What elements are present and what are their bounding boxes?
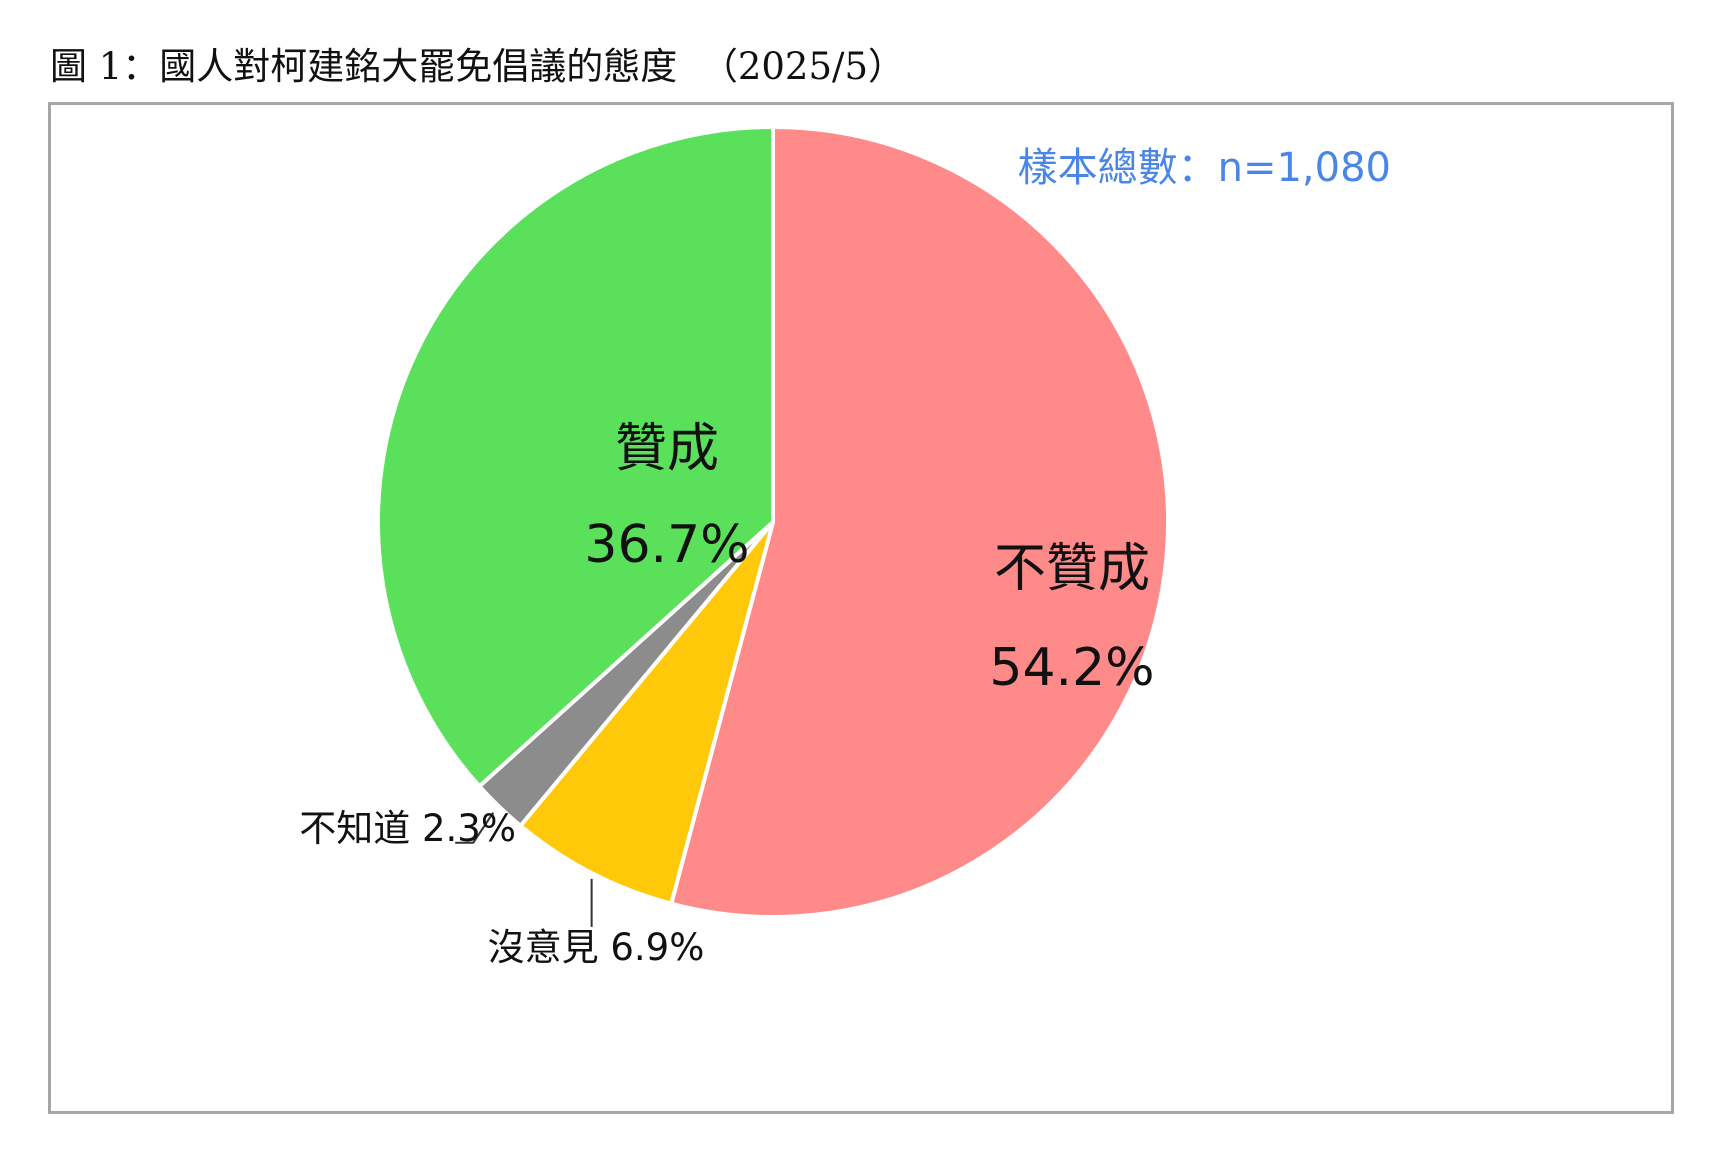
figure-title: 圖 1：國人對柯建銘大罷免倡議的態度 （2025/5） [50, 45, 905, 88]
slice-label-disagree: 不贊成 [994, 539, 1150, 599]
leader-line-dont-know [455, 812, 495, 844]
slice-label-dont-know: 不知道 2.3% [299, 807, 516, 850]
slice-label-no-opinion: 沒意見 6.9% [488, 926, 705, 969]
pie-slice-disagree [669, 125, 1170, 919]
slice-label-agree: 贊成 [615, 419, 719, 479]
sample-size-note: 樣本總數：n=1,080 [1018, 145, 1391, 191]
pie-slice-no-opinion [518, 520, 775, 906]
pie-slice-agree [376, 125, 775, 789]
slice-value-agree: 36.7% [584, 515, 749, 575]
pie-chart: 不贊成 54.2% 贊成 36.7% 不知道 2.3% 沒意見 6.9% 樣本總… [299, 125, 1391, 969]
pie-slices [376, 125, 1170, 919]
slice-value-disagree: 54.2% [989, 638, 1154, 698]
chart-frame: 不贊成 54.2% 贊成 36.7% 不知道 2.3% 沒意見 6.9% 樣本總… [48, 102, 1674, 1114]
leader-lines [455, 812, 593, 927]
